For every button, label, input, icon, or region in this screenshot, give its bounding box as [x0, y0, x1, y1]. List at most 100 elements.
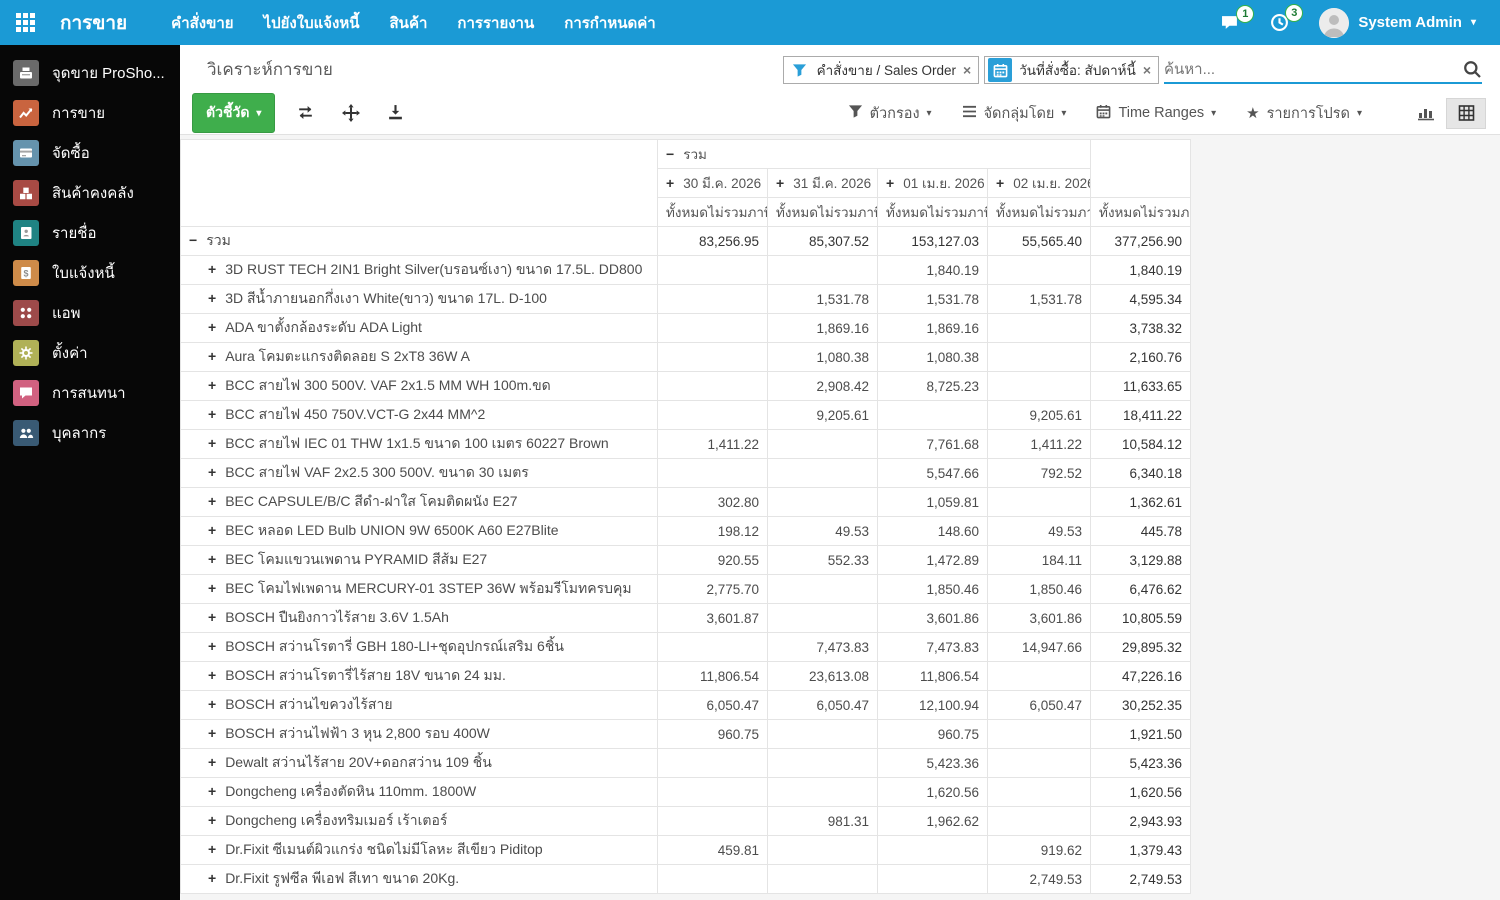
sidebar-item[interactable]: $ ใบแจ้งหนี้ — [0, 253, 180, 293]
row-header[interactable]: − รวม — [180, 226, 658, 256]
sidebar-item[interactable]: การขาย — [0, 93, 180, 133]
expand-icon[interactable]: + — [776, 175, 785, 191]
pivot-cell: 3,601.86 — [877, 603, 988, 633]
row-header[interactable]: + BOSCH สว่านไขควงไร้สาย — [180, 690, 658, 720]
row-header[interactable]: + BOSCH สว่านไฟฟ้า 3 หุน 2,800 รอบ 400W — [180, 719, 658, 749]
expand-icon[interactable]: + — [208, 638, 217, 654]
row-header[interactable]: + BEC โคมไฟเพดาน MERCURY-01 3STEP 36W พร้… — [180, 574, 658, 604]
activities-clock-icon[interactable]: 3 — [1270, 4, 1304, 32]
flip-axes-icon[interactable] — [296, 104, 315, 122]
row-header[interactable]: + Aura โคมตะแกรงติดลอย S 2xT8 36W A — [180, 342, 658, 372]
expand-icon[interactable]: + — [208, 783, 217, 799]
pivot-cell: 6,050.47 — [767, 690, 878, 720]
expand-icon[interactable]: + — [208, 261, 217, 277]
expand-icon[interactable]: + — [208, 406, 217, 422]
column-header-date[interactable]: +31 มี.ค. 2026 — [767, 168, 878, 198]
sidebar-item[interactable]: ตั้งค่า — [0, 333, 180, 373]
row-label: BOSCH สว่านไฟฟ้า 3 หุน 2,800 รอบ 400W — [225, 725, 490, 741]
row-header[interactable]: + BCC สายไฟ IEC 01 THW 1x1.5 ขนาด 100 เมต… — [180, 429, 658, 459]
column-header-date[interactable]: +01 เม.ย. 2026 — [877, 168, 988, 198]
row-header[interactable]: + ADA ขาตั้งกล้องระดับ ADA Light — [180, 313, 658, 343]
collapse-icon[interactable]: − — [189, 232, 198, 248]
sidebar-item[interactable]: จัดซื้อ — [0, 133, 180, 173]
topbar-menu-item[interactable]: การรายงาน — [457, 14, 535, 32]
column-group-header[interactable]: − รวม — [656, 139, 1092, 169]
topbar-menu-item[interactable]: การกำหนดค่า — [564, 14, 656, 32]
expand-all-icon[interactable] — [342, 104, 361, 122]
row-header[interactable]: + BCC สายไฟ VAF 2x2.5 300 500V. ขนาด 30 เ… — [180, 458, 658, 488]
row-header[interactable]: + BCC สายไฟ 300 500V. VAF 2x1.5 MM WH 100… — [180, 371, 658, 401]
row-header[interactable]: +3D RUST TECH 2IN1 Bright Silver(บรอนซ์เ… — [180, 255, 658, 285]
filter-menu-button[interactable]: Time Ranges ▾ — [1096, 102, 1216, 125]
sidebar-item[interactable]: สินค้าคงคลัง — [0, 173, 180, 213]
filter-menu-button[interactable]: ★ รายการโปรด ▾ — [1246, 102, 1362, 125]
row-header[interactable]: + BOSCH สว่านโรตารี่ไร้สาย 18V ขนาด 24 มม… — [180, 661, 658, 691]
topbar-menu-item[interactable]: คำสั่งขาย — [171, 14, 234, 32]
expand-icon[interactable]: + — [208, 348, 217, 364]
row-header[interactable]: + BCC สายไฟ 450 750V.VCT-G 2x44 MM^2 — [180, 400, 658, 430]
row-header[interactable]: +3D สีน้ำภายนอกกึ่งเงา White(ขาว) ขนาด 1… — [180, 284, 658, 314]
messages-icon[interactable]: 1 — [1220, 5, 1255, 31]
user-menu[interactable]: System Admin ▾ — [1319, 7, 1476, 38]
expand-icon[interactable]: + — [208, 493, 217, 509]
row-header[interactable]: + BEC โคมแขวนเพดาน PYRAMID สีส้ม E27 — [180, 545, 658, 575]
row-label: BCC สายไฟ 450 750V.VCT-G 2x44 MM^2 — [225, 406, 486, 422]
expand-icon[interactable]: + — [208, 609, 217, 625]
measures-button[interactable]: ตัวชี้วัด ▾ — [192, 93, 276, 133]
sidebar-item[interactable]: แอพ — [0, 293, 180, 333]
search-icon[interactable] — [1463, 60, 1482, 79]
row-header[interactable]: + Dr.Fixit รูฟซีล พีเอฟ สีเทา ขนาด 20Kg. — [180, 864, 658, 894]
expand-icon[interactable]: + — [208, 551, 217, 567]
sidebar-item[interactable]: บุคลากร — [0, 413, 180, 453]
column-header-date[interactable]: +02 เม.ย. 2026 — [986, 168, 1092, 198]
expand-icon[interactable]: + — [208, 580, 217, 596]
row-header[interactable]: + Dewalt สว่านไร้สาย 20V+ดอกสว่าน 109 ชิ้… — [180, 748, 658, 778]
row-header[interactable]: + Dongcheng เครื่องทริมเมอร์ เร้าเตอร์ — [180, 806, 658, 836]
expand-icon[interactable]: + — [666, 175, 675, 191]
chart-view-button[interactable] — [1406, 98, 1446, 129]
row-header[interactable]: + Dr.Fixit ซีเมนต์ผิวแกร่ง ชนิดไม่มีโลหะ … — [180, 835, 658, 865]
expand-icon[interactable]: + — [208, 696, 217, 712]
column-header-date[interactable]: +30 มี.ค. 2026 — [657, 168, 768, 198]
expand-icon[interactable]: + — [208, 377, 217, 393]
sidebar-item[interactable]: การสนทนา — [0, 373, 180, 413]
row-header[interactable]: + BEC CAPSULE/B/C สีดำ-ฝาใส โคมติดผนัง E2… — [180, 487, 658, 517]
facet-remove-icon[interactable]: × — [1142, 62, 1151, 78]
pivot-view-button[interactable] — [1446, 97, 1486, 129]
row-header[interactable]: + BOSCH ปืนยิงกาวไร้สาย 3.6V 1.5Ah — [180, 603, 658, 633]
filter-menu-button[interactable]: ตัวกรอง ▾ — [848, 102, 932, 125]
expand-icon[interactable]: + — [208, 464, 217, 480]
pivot-cell: 1,411.22 — [986, 429, 1092, 459]
filter-menu-button[interactable]: จัดกลุ่มโดย ▾ — [962, 102, 1066, 125]
sidebar-item[interactable]: รายชื่อ — [0, 213, 180, 253]
expand-icon[interactable]: + — [886, 175, 895, 191]
expand-icon[interactable]: + — [208, 725, 217, 741]
facet-remove-icon[interactable]: × — [963, 62, 972, 78]
download-icon[interactable] — [387, 104, 404, 122]
pivot-cell: 12,100.94 — [877, 690, 988, 720]
row-header[interactable]: + BEC หลอด LED Bulb UNION 9W 6500K A60 E2… — [180, 516, 658, 546]
sidebar-item[interactable]: จุดขาย ProSho... — [0, 53, 180, 93]
expand-icon[interactable]: + — [208, 435, 217, 451]
topbar-menu-item[interactable]: สินค้า — [389, 14, 428, 32]
expand-icon[interactable]: + — [996, 175, 1005, 191]
table-row: +3D สีน้ำภายนอกกึ่งเงา White(ขาว) ขนาด 1… — [180, 284, 1192, 314]
employees-icon — [13, 420, 39, 446]
expand-icon[interactable]: + — [208, 319, 217, 335]
expand-icon[interactable]: + — [208, 522, 217, 538]
row-header[interactable]: + BOSCH สว่านโรตารี่ GBH 180-LI+ชุดอุปกรณ… — [180, 632, 658, 662]
expand-icon[interactable]: + — [208, 754, 217, 770]
expand-icon[interactable]: + — [208, 812, 217, 828]
collapse-icon[interactable]: − — [666, 146, 675, 162]
filter-menu-label: จัดกลุ่มโดย — [983, 105, 1055, 122]
topbar-menu-item[interactable]: ไปยังใบแจ้งหนี้ — [263, 14, 360, 32]
expand-icon[interactable]: + — [208, 841, 217, 857]
apps-grid-icon[interactable] — [0, 13, 50, 32]
expand-icon[interactable]: + — [208, 870, 217, 886]
current-app-title[interactable]: การขาย — [60, 12, 128, 34]
search-box — [1164, 56, 1482, 84]
search-input[interactable] — [1164, 60, 1463, 78]
row-header[interactable]: + Dongcheng เครื่องตัดหิน 110mm. 1800W — [180, 777, 658, 807]
expand-icon[interactable]: + — [208, 290, 217, 306]
expand-icon[interactable]: + — [208, 667, 217, 683]
